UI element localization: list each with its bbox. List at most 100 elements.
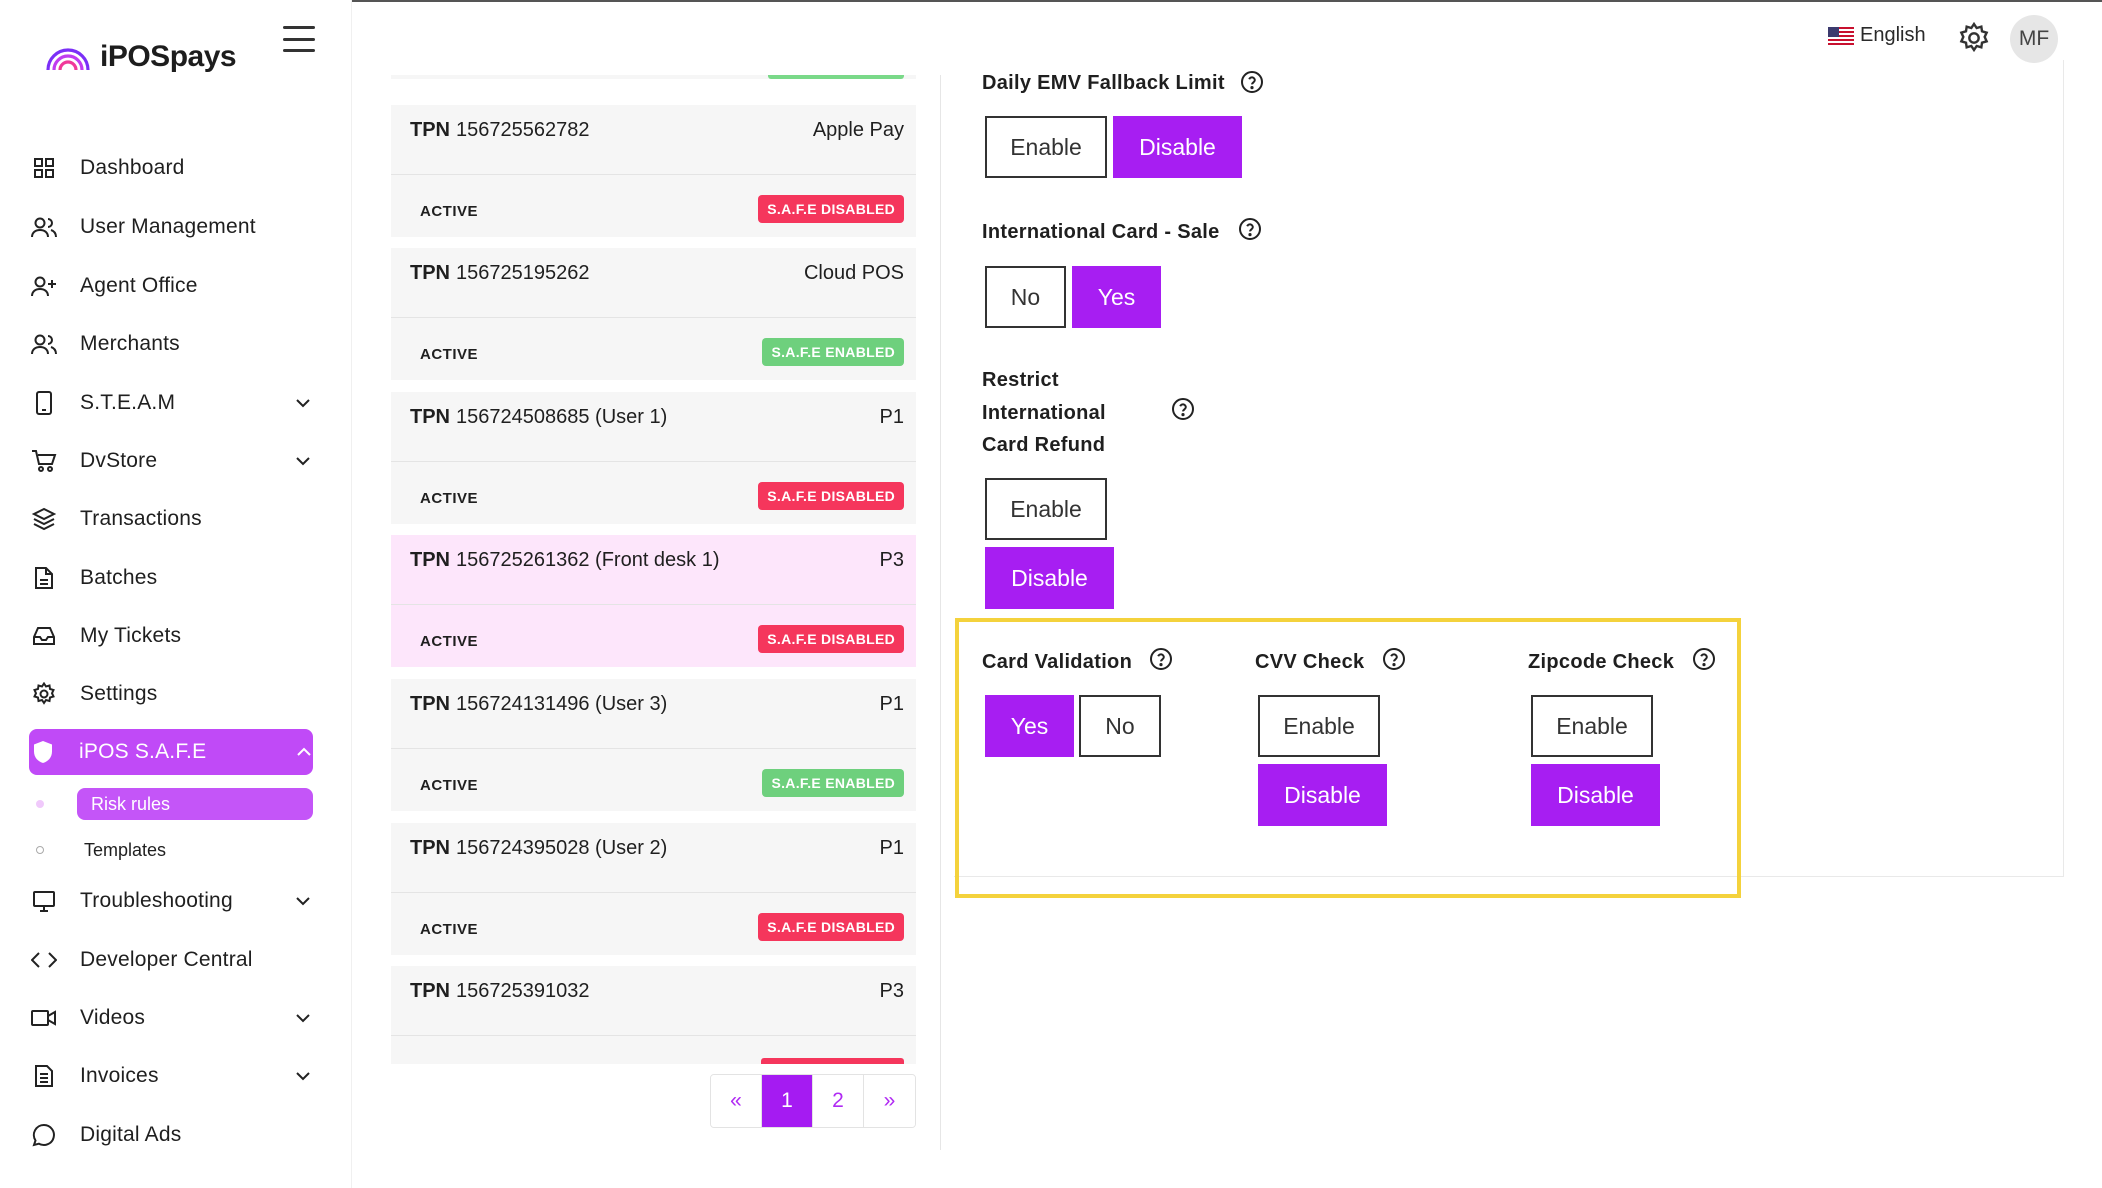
sidebar-item-transactions[interactable]: Transactions [30,496,312,542]
card-validation-yes-button[interactable]: Yes [985,695,1074,757]
intl-sale-label: International Card - Sale [982,221,1220,243]
logo-icon [46,48,90,71]
card-validation-no-button[interactable]: No [1079,695,1161,757]
sidebar-item-dashboard[interactable]: Dashboard [30,145,312,191]
card-divider [391,748,916,749]
daily-emv-disable-button[interactable]: Disable [1113,116,1242,178]
hamburger-line [283,37,315,41]
layers-icon [30,505,58,533]
document-icon [30,1062,58,1090]
pagination-prev-button[interactable]: « [711,1075,762,1127]
sidebar-item-my-tickets[interactable]: My Tickets [30,613,312,659]
pagination: « 1 2 » [710,1074,916,1128]
badge-partial [761,1058,904,1064]
sidebar-item-label: S.T.E.A.M [80,391,176,414]
shield-icon [29,738,57,766]
users-icon [30,213,58,241]
sidebar-subitem-templates[interactable]: Templates [84,834,166,866]
pagination-page-2[interactable]: 2 [813,1075,864,1127]
sidebar-item-troubleshooting[interactable]: Troubleshooting [30,878,312,924]
gear-icon [30,680,58,708]
terminal-list[interactable]: TPN 156725562782 Apple Pay ACTIVE S.A.F.E … [391,75,916,1064]
monitor-icon [30,887,58,915]
cvv-check-disable-button[interactable]: Disable [1258,764,1387,826]
intl-sale-no-button[interactable]: No [985,266,1066,328]
chevron-down-icon [296,399,310,408]
terminal-card[interactable]: TPN 156724131496 (User 3) P1 ACTIVE S.A.F.… [391,679,916,811]
card-divider [391,1035,916,1036]
us-flag-icon [1828,26,1854,45]
terminal-card[interactable]: TPN 156725562782 Apple Pay ACTIVE S.A.F.E … [391,105,916,237]
sidebar-subitem-risk-rules[interactable]: Risk rules [77,788,313,820]
help-icon[interactable] [1240,70,1264,94]
card-divider [391,461,916,462]
restrict-refund-disable-button[interactable]: Disable [985,547,1114,609]
status-label: ACTIVE [420,203,479,220]
restrict-refund-enable-button[interactable]: Enable [985,478,1107,540]
status-label: ACTIVE [420,921,479,938]
sidebar-item-digital-ads[interactable]: Digital Ads [30,1112,312,1158]
sidebar-item-label: User Management [80,215,256,238]
intl-sale-yes-button[interactable]: Yes [1072,266,1161,328]
status-label: ACTIVE [420,777,479,794]
language-selector[interactable]: English [1828,24,1926,47]
brand[interactable]: iPOSpays [44,40,237,74]
avatar[interactable]: MF [2010,15,2058,63]
users-icon [30,330,58,358]
zipcode-check-enable-button[interactable]: Enable [1531,695,1653,757]
card-divider [391,174,916,175]
sidebar-item-videos[interactable]: Videos [30,995,312,1041]
grid-icon [30,154,58,182]
badge-partial [768,75,904,79]
help-icon[interactable] [1171,397,1195,421]
terminal-tpn: TPN 156725562782 [410,119,590,141]
terminal-card[interactable]: TPN 156725195262 Cloud POS ACTIVE S.A.F.E … [391,248,916,380]
help-icon[interactable] [1382,647,1406,671]
brand-name: iPOSpays [100,40,237,73]
sidebar-item-batches[interactable]: Batches [30,555,312,601]
sidebar-item-invoices[interactable]: Invoices [30,1053,312,1099]
status-label: ACTIVE [420,490,479,507]
cvv-check-label: CVV Check [1255,651,1365,673]
terminal-card[interactable]: TPN 156725261362 (Front desk 1) P3 ACTIVE … [391,535,916,667]
sidebar-item-settings[interactable]: Settings [30,671,312,717]
pagination-next-button[interactable]: » [864,1075,915,1127]
restrict-refund-label-line2: International [982,402,1106,424]
terminal-card[interactable]: TPN 156724395028 (User 2) P1 ACTIVE S.A.F.… [391,823,916,955]
sidebar-item-dvstore[interactable]: DvStore [30,438,312,484]
terminal-device: P1 [879,406,904,428]
zipcode-check-disable-button[interactable]: Disable [1531,764,1660,826]
safe-status-badge: S.A.F.E ENABLED [762,769,904,797]
help-icon[interactable] [1692,647,1716,671]
menu-toggle-button[interactable] [283,26,315,52]
cvv-check-enable-button[interactable]: Enable [1258,695,1380,757]
help-icon[interactable] [1238,217,1262,241]
pagination-page-1[interactable]: 1 [762,1075,813,1127]
terminal-device: Cloud POS [803,262,904,284]
daily-emv-enable-button[interactable]: Enable [985,116,1107,178]
chevron-down-icon [296,1014,310,1023]
gear-icon[interactable] [1958,22,1990,54]
sidebar-item-label: Batches [80,566,158,589]
sidebar-item-merchants[interactable]: Merchants [30,321,312,367]
sidebar-item-label: Developer Central [80,948,253,971]
terminal-card[interactable]: TPN 156725391032 P3 [391,966,916,1064]
restrict-refund-label-line3: Card Refund [982,434,1106,456]
terminal-card[interactable]: TPN 156724508685 (User 1) P1 ACTIVE S.A.F.… [391,392,916,524]
language-label: English [1860,24,1926,46]
sidebar-item-label: iPOS S.A.F.E [79,740,207,763]
daily-emv-label: Daily EMV Fallback Limit [982,72,1225,94]
card-divider [391,317,916,318]
sidebar-item-label: Merchants [80,332,180,355]
sub-item-dot [36,800,44,808]
sidebar-item-user-management[interactable]: User Management [30,204,312,250]
terminal-tpn: TPN 156724508685 (User 1) [410,406,668,428]
sidebar-item-label: Invoices [80,1064,159,1087]
sidebar: iPOSpays Dashboard User Management Agent… [0,0,352,1188]
sidebar-item-ipos-safe[interactable]: iPOS S.A.F.E [29,729,313,775]
help-icon[interactable] [1149,647,1173,671]
sidebar-item-label: Digital Ads [80,1123,182,1146]
sidebar-item-agent-office[interactable]: Agent Office [30,263,312,309]
sidebar-item-developer-central[interactable]: Developer Central [30,937,312,983]
sidebar-item-steam[interactable]: S.T.E.A.M [30,380,312,426]
